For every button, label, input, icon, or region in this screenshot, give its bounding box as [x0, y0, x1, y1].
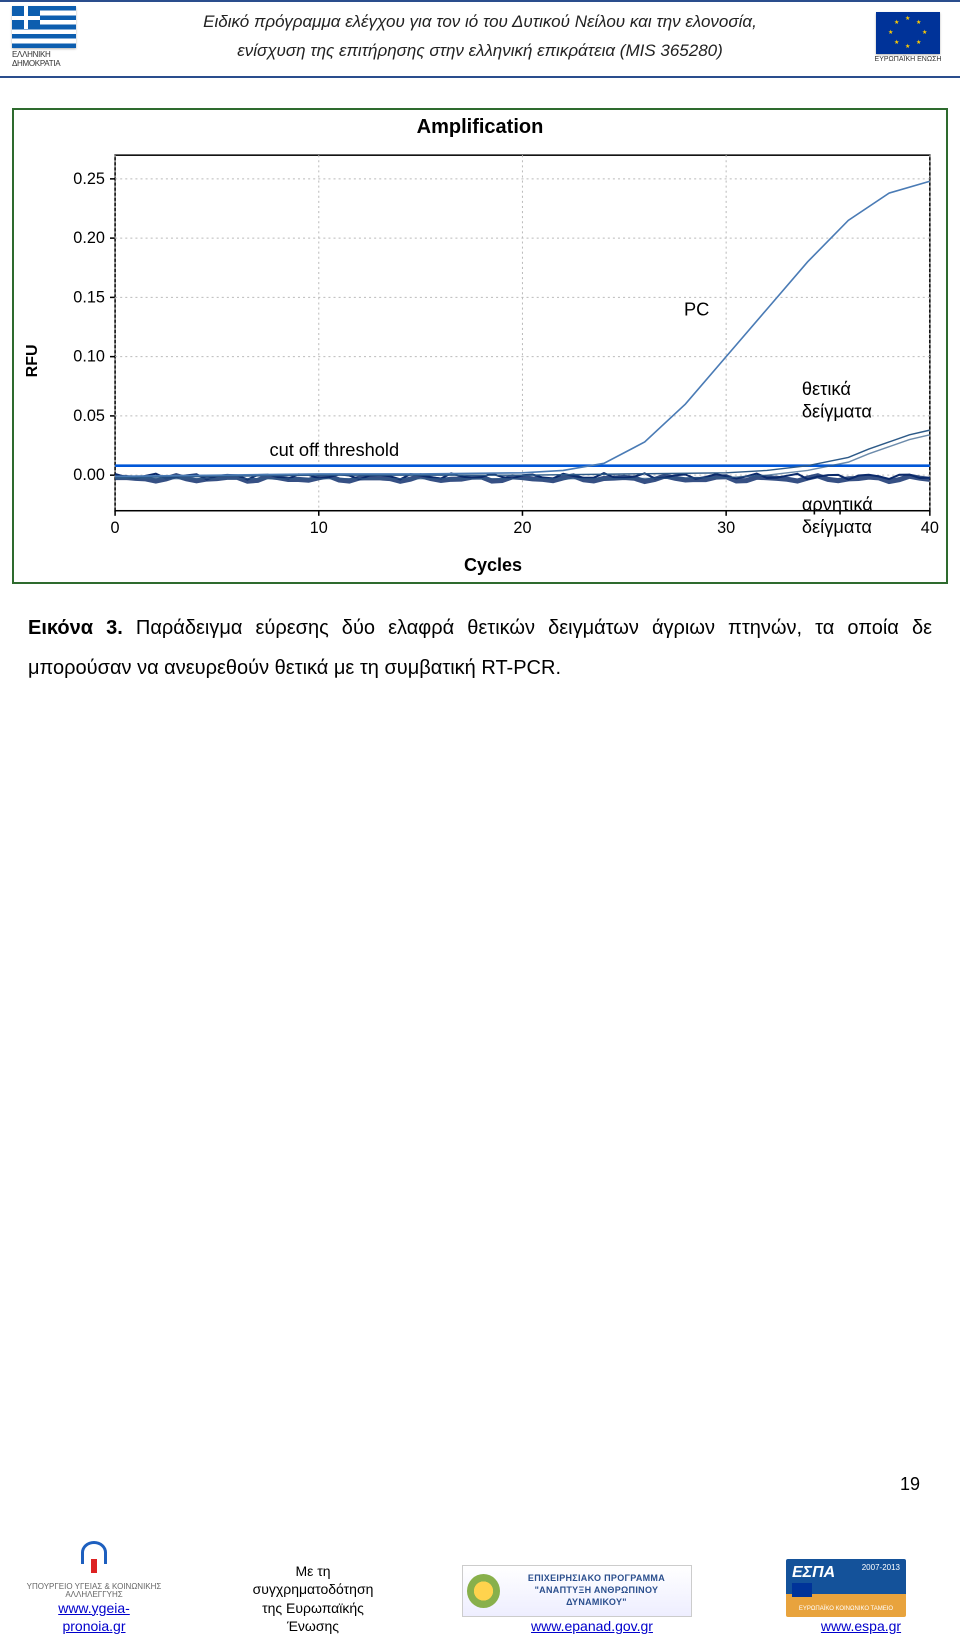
- chart-svg: 0.00 0.05 0.10 0.15 0.20 0.25 0 10 20 30 40 cut off…: [46, 145, 940, 551]
- footer-col-4: ΕΣΠΑ 2007-2013 ΕΥΡΩΠΑΪΚΟ ΚΟΙΝΩΝΙΚΟ ΤΑΜΕΙ…: [786, 1559, 936, 1635]
- cofund-line-3: της Ευρωπαϊκής: [262, 1600, 364, 1616]
- footer-col-3: ΕΠΙΧΕΙΡΗΣΙΑΚΟ ΠΡΟΓΡΑΜΜΑ "ΑΝΑΠΤΥΞΗ ΑΝΘΡΩΠ…: [462, 1565, 722, 1635]
- program-logo: ΕΠΙΧΕΙΡΗΣΙΑΚΟ ΠΡΟΓΡΑΜΜΑ "ΑΝΑΠΤΥΞΗ ΑΝΘΡΩΠ…: [462, 1565, 692, 1617]
- cofund-line-2: συγχρηματοδότηση: [253, 1581, 374, 1597]
- footer-col-2: Με τη συγχρηματοδότηση της Ευρωπαϊκής Έν…: [228, 1562, 398, 1635]
- cofund-line-1: Με τη: [295, 1563, 330, 1579]
- espa-eu-icon: [792, 1583, 812, 1597]
- chart-ylabel: RFU: [20, 145, 46, 576]
- header-line-1: Ειδικό πρόγραμμα ελέγχου για τον ιό του …: [203, 12, 757, 31]
- page-number: 19: [900, 1474, 920, 1495]
- espa-years: 2007-2013: [862, 1563, 900, 1573]
- greek-flag-box: ΕΛΛΗΝΙΚΗ ΔΗΜΟΚΡΑΤΙΑ: [12, 6, 92, 68]
- espa-subtitle: ΕΥΡΩΠΑΪΚΟ ΚΟΙΝΩΝΙΚΟ ΤΑΜΕΙΟ: [786, 1606, 906, 1614]
- program-logo-icon: [467, 1574, 500, 1608]
- svg-text:30: 30: [717, 519, 735, 537]
- espa-title: ΕΣΠΑ: [792, 1563, 835, 1584]
- svg-text:PC: PC: [684, 299, 709, 320]
- svg-text:0.00: 0.00: [73, 466, 105, 484]
- footer-link-epanad[interactable]: www.epanad.gov.gr: [531, 1618, 653, 1634]
- header-line-2: ενίσχυση της επιτήρησης στην ελληνική επ…: [237, 41, 723, 60]
- page-footer: ΥΠΟΥΡΓΕΙΟ ΥΓΕΙΑΣ & ΚΟΙΝΩΝΙΚΗΣ ΑΛΛΗΛΕΓΓΥΗ…: [0, 1541, 960, 1635]
- svg-text:0.20: 0.20: [73, 229, 105, 247]
- chart-title: Amplification: [20, 116, 940, 139]
- svg-text:0: 0: [111, 519, 120, 537]
- eu-flag-icon: ★★ ★★ ★★ ★★: [876, 12, 940, 54]
- cofund-line-4: Ένωσης: [287, 1618, 339, 1634]
- program-title-1: ΕΠΙΧΕΙΡΗΣΙΑΚΟ ΠΡΟΓΡΑΜΜΑ: [528, 1573, 665, 1583]
- svg-text:0.05: 0.05: [73, 407, 105, 425]
- svg-text:20: 20: [513, 519, 531, 537]
- eu-flag-caption: ΕΥΡΩΠΑΪΚΗ ΕΝΩΣΗ: [868, 56, 948, 63]
- greek-flag-caption: ΕΛΛΗΝΙΚΗ ΔΗΜΟΚΡΑΤΙΑ: [12, 50, 92, 68]
- svg-text:δείγματα: δείγματα: [802, 400, 873, 421]
- espa-logo: ΕΣΠΑ 2007-2013 ΕΥΡΩΠΑΪΚΟ ΚΟΙΝΩΝΙΚΟ ΤΑΜΕΙ…: [786, 1559, 906, 1617]
- chart-plot-area: 0.00 0.05 0.10 0.15 0.20 0.25 0 10 20 30 40 cut off…: [46, 145, 940, 551]
- page-header: ΕΛΛΗΝΙΚΗ ΔΗΜΟΚΡΑΤΙΑ Ειδικό πρόγραμμα ελέ…: [0, 2, 960, 78]
- footer-link-espa[interactable]: www.espa.gr: [821, 1618, 901, 1634]
- ministry-logo-text: ΥΠΟΥΡΓΕΙΟ ΥΓΕΙΑΣ & ΚΟΙΝΩΝΙΚΗΣ ΑΛΛΗΛΕΓΓΥΗ…: [24, 1583, 164, 1599]
- svg-text:40: 40: [921, 519, 939, 537]
- greek-flag-icon: [12, 6, 76, 48]
- chart-xlabel: Cycles: [46, 555, 940, 576]
- svg-text:10: 10: [310, 519, 328, 537]
- svg-text:0.15: 0.15: [73, 288, 105, 306]
- program-title-2: "ΑΝΑΠΤΥΞΗ ΑΝΘΡΩΠΙΝΟΥ ΔΥΝΑΜΙΚΟΥ": [535, 1585, 659, 1607]
- figure-label: Εικόνα 3.: [28, 617, 123, 639]
- figure-text: Παράδειγμα εύρεσης δύο ελαφρά θετικών δε…: [28, 617, 932, 679]
- footer-col-1: ΥΠΟΥΡΓΕΙΟ ΥΓΕΙΑΣ & ΚΟΙΝΩΝΙΚΗΣ ΑΛΛΗΛΕΓΓΥΗ…: [24, 1541, 164, 1635]
- header-text: Ειδικό πρόγραμμα ελέγχου για τον ιό του …: [92, 8, 868, 66]
- svg-text:cut off threshold: cut off threshold: [270, 439, 400, 460]
- figure-caption: Εικόνα 3. Παράδειγμα εύρεσης δύο ελαφρά …: [28, 608, 932, 688]
- svg-text:0.25: 0.25: [73, 170, 105, 188]
- svg-text:δείγματα: δείγματα: [802, 516, 873, 537]
- amplification-chart: Amplification RFU 0.000.050.100.150.200.…: [12, 108, 948, 584]
- footer-link-ygeia[interactable]: www.ygeia-pronoia.gr: [58, 1600, 130, 1634]
- svg-text:αρνητικά: αρνητικά: [802, 494, 873, 515]
- eu-flag-box: ★★ ★★ ★★ ★★ ΕΥΡΩΠΑΪΚΗ ΕΝΩΣΗ: [868, 12, 948, 63]
- svg-text:0.10: 0.10: [73, 348, 105, 366]
- svg-text:θετικά: θετικά: [802, 378, 851, 399]
- ministry-logo-icon: [66, 1541, 122, 1581]
